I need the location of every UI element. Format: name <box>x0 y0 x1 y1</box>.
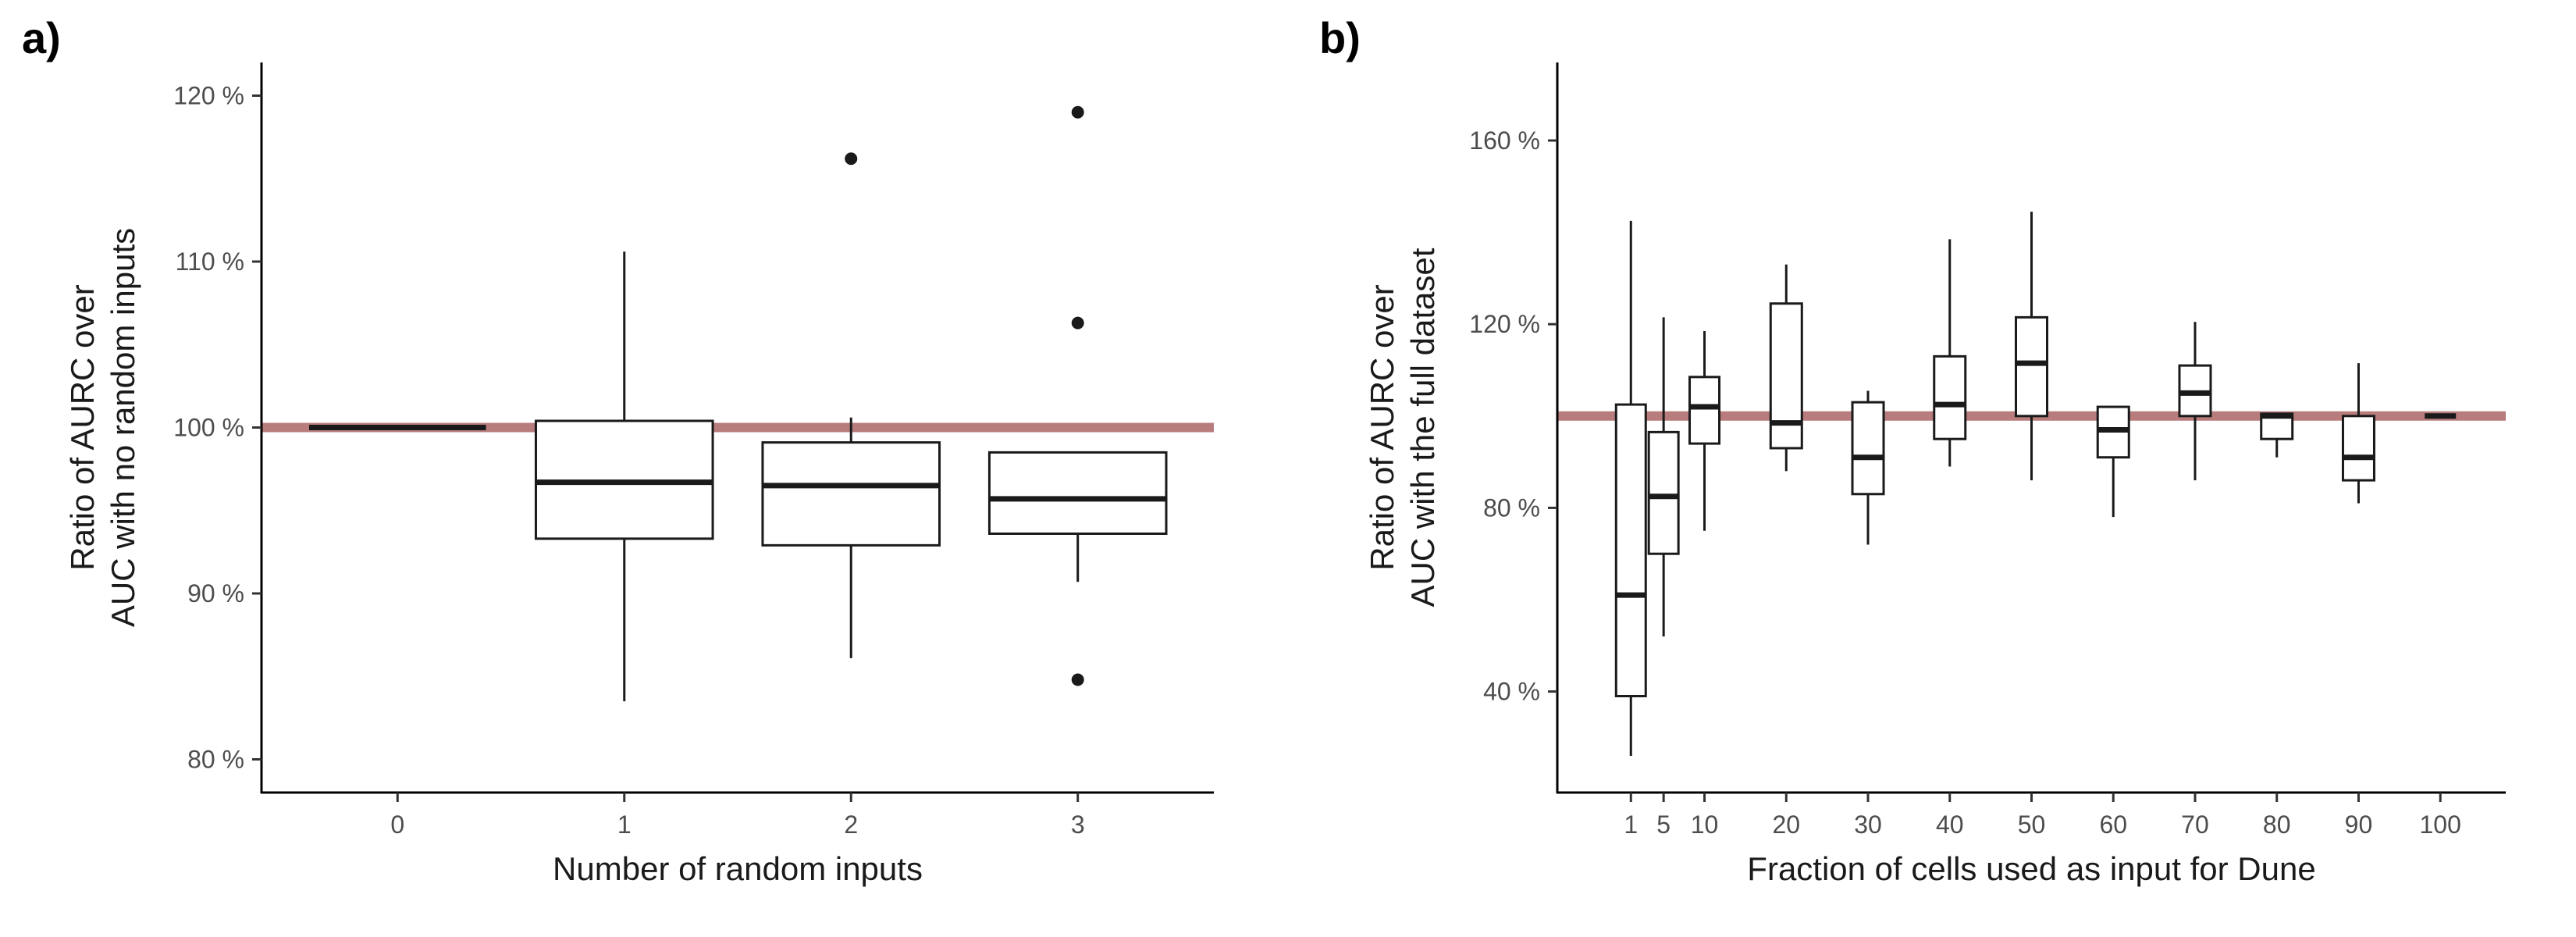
x-tick-label: 10 <box>1691 811 1719 839</box>
y-axis-title: AUC with no random inputs <box>105 228 141 627</box>
x-tick-label: 0 <box>390 811 404 839</box>
box-iqr <box>1851 401 1885 496</box>
outlier-point <box>845 152 858 166</box>
y-tick-label: 110 % <box>176 248 244 276</box>
x-tick-label: 1 <box>617 811 632 839</box>
x-tick-label: 20 <box>1772 811 1800 839</box>
y-tick-label: 80 % <box>1483 493 1540 522</box>
x-tick-label: 60 <box>2099 811 2127 839</box>
panel-a-tag: a) <box>22 13 61 62</box>
y-tick-label: 100 % <box>173 414 244 442</box>
x-axis-title: Number of random inputs <box>553 850 923 887</box>
box-iqr <box>1614 403 1647 698</box>
y-tick-label: 40 % <box>1483 678 1540 706</box>
box-50 <box>2015 212 2048 481</box>
y-axis-title: Ratio of AURC over <box>64 284 101 570</box>
x-axis-title: Fraction of cells used as input for Dune <box>1747 850 2315 887</box>
box-1 <box>1614 220 1647 756</box>
box-2 <box>761 152 941 658</box>
x-tick-label: 50 <box>2018 811 2046 839</box>
box-20 <box>1769 264 1803 472</box>
box-iqr <box>1933 354 1967 440</box>
outlier-point <box>1071 105 1084 119</box>
box-iqr <box>2015 315 2048 418</box>
x-tick-label: 70 <box>2181 811 2209 839</box>
y-axis-title: AUC with the full dataset <box>1404 248 1441 607</box>
outlier-point <box>1071 316 1084 330</box>
x-tick-label: 2 <box>844 811 858 839</box>
box-iqr <box>761 441 941 547</box>
y-tick-label: 160 % <box>1469 126 1540 155</box>
box-80 <box>2260 412 2294 458</box>
y-tick-label: 90 % <box>187 579 244 607</box>
box-5 <box>1647 317 1680 637</box>
x-tick-label: 3 <box>1071 811 1085 839</box>
box-30 <box>1851 390 1885 545</box>
box-70 <box>2178 322 2212 481</box>
panel-b-tag: b) <box>1319 13 1361 62</box>
box-iqr <box>987 451 1168 535</box>
x-tick-label: 90 <box>2345 811 2373 839</box>
box-60 <box>2096 405 2130 518</box>
box-iqr <box>2341 415 2375 482</box>
box-iqr <box>1688 376 1721 445</box>
box-3 <box>987 105 1168 686</box>
box-iqr <box>1647 430 1680 555</box>
x-tick-label: 5 <box>1656 811 1670 839</box>
box-iqr <box>1769 302 1803 450</box>
x-tick-label: 1 <box>1624 811 1638 839</box>
y-axis-title: Ratio of AURC over <box>1364 284 1400 570</box>
panel-a: a) 80 % 90 % 100 % 110 % 120 % 0 1 2 3 Number of … <box>22 13 1214 887</box>
box-90 <box>2341 363 2375 504</box>
outlier-point <box>1071 673 1084 686</box>
y-tick-label: 120 % <box>173 82 244 110</box>
panel-b: b) 40 % 80 % 120 % 160 % 1 5 10 20 30 40 50 60 70 80 9… <box>1319 13 2506 887</box>
x-tick-label: 100 <box>2420 811 2461 839</box>
x-tick-label: 80 <box>2263 811 2291 839</box>
box-40 <box>1933 239 1967 467</box>
y-tick-label: 120 % <box>1469 310 1540 338</box>
box-10 <box>1688 331 1721 531</box>
box-1 <box>534 251 714 702</box>
y-tick-label: 80 % <box>187 746 244 774</box>
x-tick-label: 30 <box>1854 811 1882 839</box>
x-tick-label: 40 <box>1936 811 1964 839</box>
